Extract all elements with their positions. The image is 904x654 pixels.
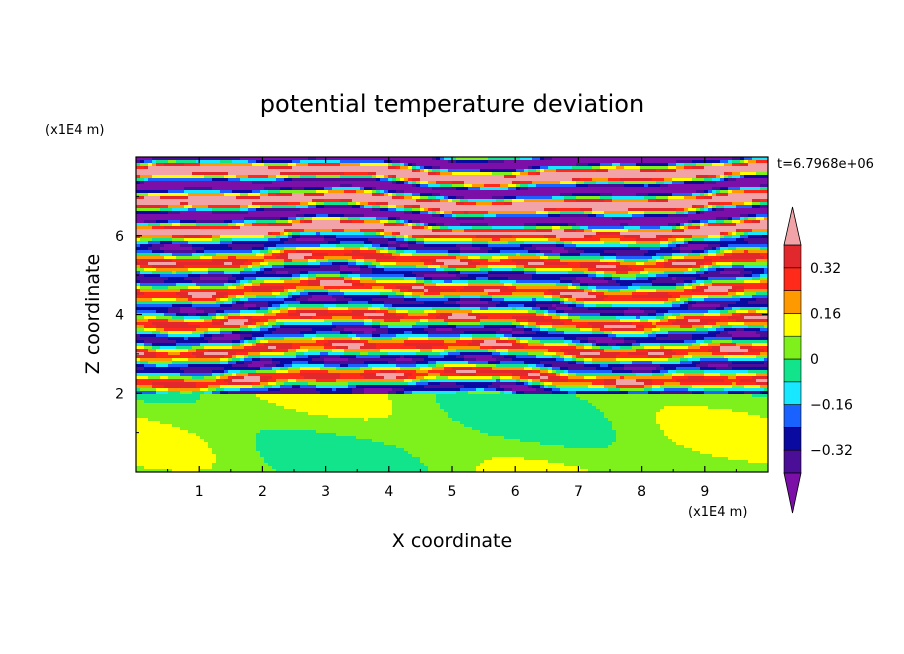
chart-title: potential temperature deviation bbox=[260, 90, 644, 118]
y-unit-label: (x1E4 m) bbox=[45, 123, 104, 138]
time-label: t=6.7968e+06 bbox=[777, 157, 874, 172]
contour-field bbox=[136, 157, 769, 473]
